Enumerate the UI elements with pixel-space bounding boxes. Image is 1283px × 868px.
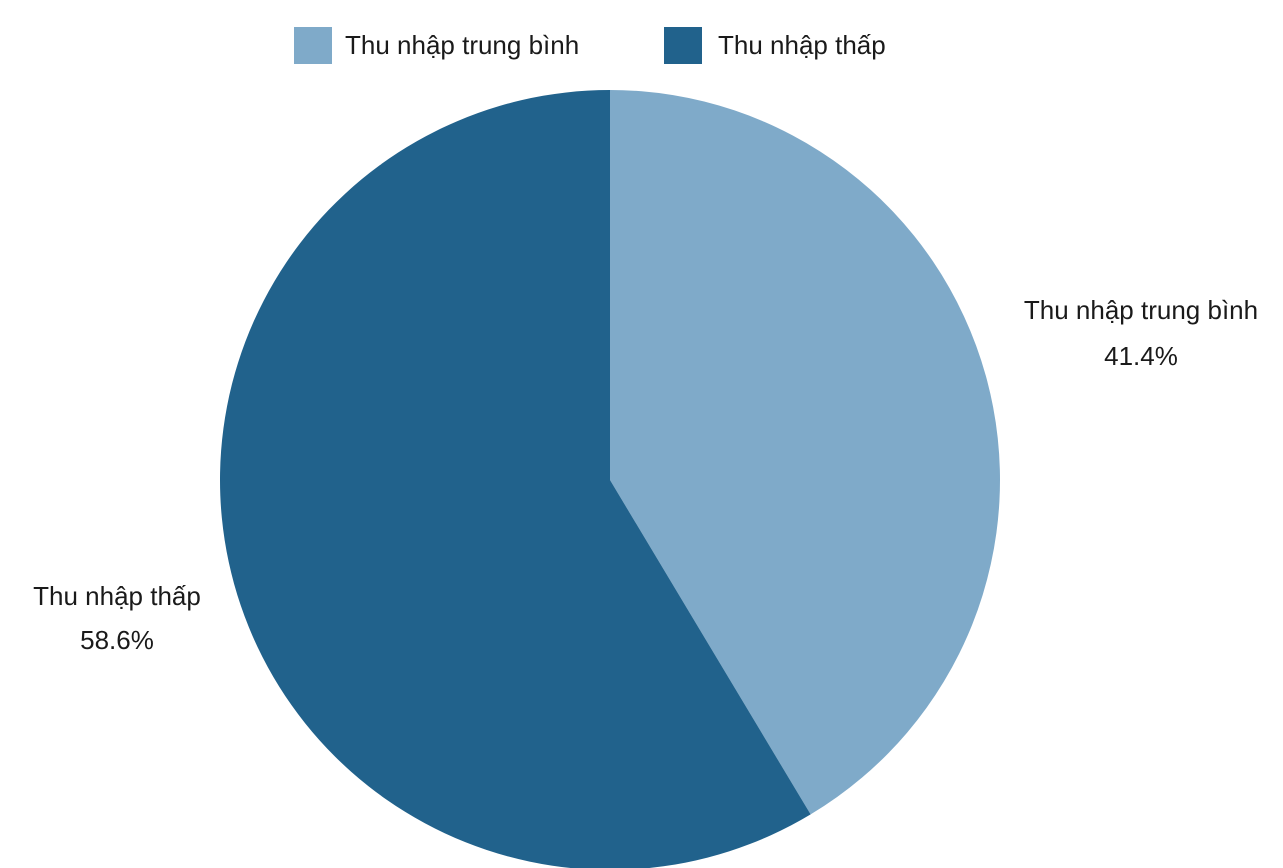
legend: Thu nhập trung bình Thu nhập thấp bbox=[294, 27, 886, 64]
slice-label-low-income: Thu nhập thấp bbox=[33, 581, 201, 611]
slice-label-medium-income: Thu nhập trung bình bbox=[1024, 295, 1258, 325]
legend-swatch-medium-income bbox=[294, 27, 332, 64]
pie-slice-low-income bbox=[220, 90, 811, 868]
slice-labels: Thu nhập trung bình 41.4% Thu nhập thấp … bbox=[33, 295, 1258, 655]
slice-value-low-income: 58.6% bbox=[80, 625, 154, 655]
legend-swatch-low-income bbox=[664, 27, 702, 64]
pie-slices bbox=[220, 90, 1001, 868]
legend-label-medium-income: Thu nhập trung bình bbox=[345, 30, 579, 60]
pie-slice-medium-income bbox=[610, 90, 1001, 815]
slice-value-medium-income: 41.4% bbox=[1104, 341, 1178, 371]
legend-label-low-income: Thu nhập thấp bbox=[718, 30, 886, 60]
